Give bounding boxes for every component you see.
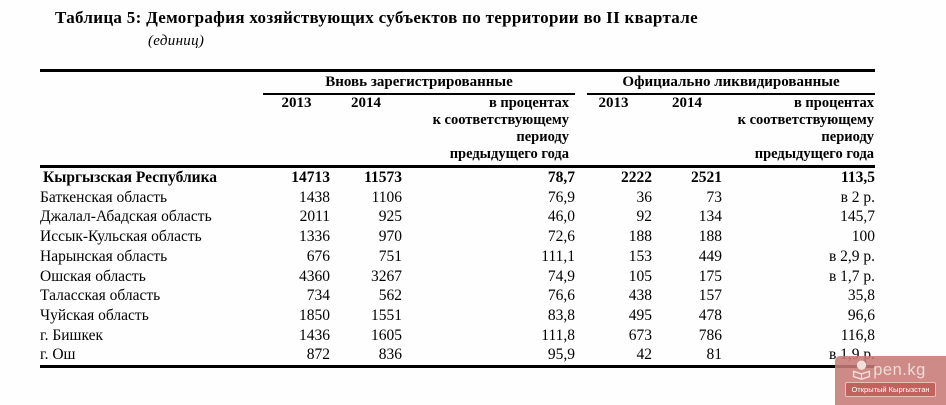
liq-year-2013-header: 2013 (575, 95, 653, 168)
liq2013-cell: 438 (628, 287, 653, 305)
territory-cell: Чуйская область (40, 306, 149, 324)
group-header-registered: Вновь зарегистрированные (263, 72, 576, 95)
reg2014-cell: 11573 (364, 169, 402, 186)
territory-cell: Кыргызская Республика (43, 169, 218, 186)
reader-logo-icon (853, 360, 871, 380)
table-row: Таласская область 734 562 76,6 438 157 35,8 (40, 286, 875, 306)
liq_pct-cell: 113,5 (841, 169, 876, 186)
watermark-label: Открытый Кыргызстан (845, 382, 936, 397)
demography-table: Вновь зарегистрированные Официально ликв… (40, 69, 876, 369)
liq2013-cell: 36 (636, 188, 653, 206)
table-row: Иссык-Кульская область 1336 970 72,6 188 188 1… (40, 227, 875, 247)
reg2014-cell: 751 (378, 247, 402, 265)
liq2013-cell: 153 (628, 247, 653, 265)
reg-year-2014-header: 2014 (330, 95, 402, 168)
reg_pct-cell: 76,9 (547, 188, 576, 206)
liq_pct-cell: 35,8 (847, 287, 876, 305)
reg2013-cell: 1436 (299, 326, 330, 344)
group-header-liquidated: Официально ликвидированные (587, 72, 876, 95)
liq-percent-header: в процентах к соответствующему периоду п… (722, 95, 876, 168)
liq2013-cell: 673 (628, 326, 653, 344)
liq_pct-cell: 116,8 (840, 326, 876, 344)
reg_pct-cell: 46,0 (547, 208, 576, 226)
reg2013-cell: 1336 (299, 228, 330, 246)
liq_pct-cell: в 1,7 р. (828, 267, 876, 285)
reg2014-cell: 1551 (371, 306, 402, 324)
liq2013-cell: 92 (636, 208, 653, 226)
liq2013-cell: 2222 (621, 169, 653, 186)
liq_pct-cell: 145,7 (840, 208, 876, 226)
table-row: г. Ош 872 836 95,9 42 81 в 1,9 р. (40, 345, 875, 366)
liq2014-cell: 786 (698, 326, 723, 344)
reg2013-cell: 872 (306, 346, 330, 364)
table-body: Кыргызская Республика 14713 11573 78,7 2222 2… (40, 167, 875, 367)
liq2014-cell: 2521 (691, 169, 723, 186)
territory-header-blank (40, 95, 263, 168)
reg_pct-cell: 76,6 (547, 287, 576, 305)
reg_pct-cell: 111,1 (541, 247, 576, 265)
liq2014-cell: 449 (698, 247, 723, 265)
reg2014-cell: 970 (378, 228, 402, 246)
table-row: Джалал-Абадская область 2011 925 46,0 92 134 1… (40, 207, 875, 227)
territory-cell: Баткенская область (40, 188, 168, 206)
territory-cell: г. Ош (40, 346, 76, 364)
reg-year-2013-header: 2013 (263, 95, 330, 168)
reg2014-cell: 1106 (371, 188, 402, 206)
page-title: Таблица 5: Демография хозяйствующих субъ… (55, 8, 698, 27)
reg_pct-cell: 74,9 (547, 267, 576, 285)
reg2013-cell: 734 (306, 287, 330, 305)
table-row: Нарынская область 676 751 111,1 153 449 в 2,9 … (40, 247, 875, 267)
liq2013-cell: 495 (628, 306, 653, 324)
group-header-row: Вновь зарегистрированные Официально ликв… (40, 71, 876, 96)
liq2013-cell: 105 (628, 267, 653, 285)
reg2013-cell: 1438 (299, 188, 330, 206)
watermark: pen.kg Открытый Кыргызстан (835, 356, 946, 405)
reg2014-cell: 3267 (371, 267, 402, 285)
reg2014-cell: 562 (378, 287, 402, 305)
column-header-row: 2013 2014 в процентах к соответствующему… (40, 95, 876, 168)
reg_pct-cell: 95,9 (547, 346, 576, 364)
liq-year-2014-header: 2014 (652, 95, 723, 168)
reg_pct-cell: 72,6 (547, 228, 576, 246)
watermark-site-text: pen.kg (873, 360, 926, 379)
liq2014-cell: 188 (698, 228, 723, 246)
liq_pct-cell: в 2,9 р. (828, 247, 876, 265)
reg2013-cell: 676 (306, 247, 330, 265)
table-row: Ошская область 4360 3267 74,9 105 175 в 1,7 р. (40, 267, 875, 287)
reg-percent-header: в процентах к соответствующему периоду п… (402, 95, 576, 168)
territory-cell: Ошская область (40, 267, 146, 285)
liq2014-cell: 134 (698, 208, 723, 226)
reg_pct-cell: 78,7 (547, 169, 576, 186)
territory-cell: Нарынская область (40, 247, 168, 265)
reg2013-cell: 4360 (299, 267, 330, 285)
table-row: Чуйская область 1850 1551 83,8 495 478 96,6 (40, 306, 875, 326)
liq_pct-cell: 96,6 (847, 306, 876, 324)
reg2013-cell: 2011 (299, 208, 330, 226)
territory-cell: Таласская область (40, 287, 161, 305)
liq2014-cell: 81 (706, 346, 723, 364)
reg2013-cell: 1850 (299, 306, 330, 324)
table-row: Кыргызская Республика 14713 11573 78,7 2222 2… (40, 167, 875, 188)
liq2013-cell: 42 (636, 346, 653, 364)
table-row: г. Бишкек 1436 1605 111,8 673 786 116,8 (40, 326, 875, 346)
liq2014-cell: 157 (698, 287, 723, 305)
liq2014-cell: 73 (706, 188, 723, 206)
territory-cell: Джалал-Абадская область (40, 208, 212, 226)
liq_pct-cell: 100 (851, 228, 876, 246)
territory-header-blank (40, 71, 263, 96)
liq2014-cell: 478 (698, 306, 723, 324)
territory-cell: Иссык-Кульская область (40, 228, 202, 246)
page-subtitle: (единиц) (148, 33, 205, 49)
reg2014-cell: 925 (378, 208, 402, 226)
table-row: Баткенская область 1438 1106 76,9 36 73 в 2 р. (40, 188, 875, 208)
reg_pct-cell: 111,8 (541, 326, 576, 344)
reg_pct-cell: 83,8 (547, 306, 576, 324)
reg2014-cell: 836 (378, 346, 402, 364)
territory-cell: г. Бишкек (40, 326, 104, 344)
liq_pct-cell: в 2 р. (840, 188, 876, 206)
liq2014-cell: 175 (698, 267, 723, 285)
liq2013-cell: 188 (628, 228, 653, 246)
reg2014-cell: 1605 (371, 326, 402, 344)
reg2013-cell: 14713 (291, 169, 330, 186)
